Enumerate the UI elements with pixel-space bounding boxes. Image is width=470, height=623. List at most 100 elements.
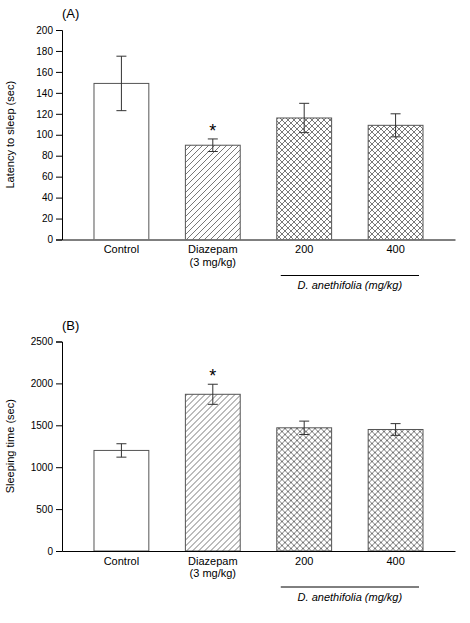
bar — [185, 394, 240, 551]
y-tick-mark — [56, 51, 62, 52]
x-tick-label: 200 — [295, 243, 313, 255]
y-axis-line — [56, 31, 63, 241]
x-tick-label-line: Diazepam — [188, 243, 238, 255]
x-tick-label: Control — [104, 555, 139, 567]
x-tick-label-line: 400 — [386, 555, 404, 567]
y-tick: 80 — [42, 150, 62, 161]
y-tick-mark — [56, 198, 62, 199]
y-tick-label: 140 — [36, 88, 53, 99]
x-tick: 200 — [295, 555, 313, 567]
significance-label: * — [209, 121, 216, 141]
x-tick-label-line: Control — [104, 555, 139, 567]
y-tick-label: 2000 — [31, 378, 54, 389]
x-axis-line — [63, 240, 456, 241]
x-tick-label: Control — [104, 243, 139, 255]
chart-container: 0 20 40 60 80 100 120 140 160 180 200 Control Diazep… — [0, 0, 470, 623]
y-tick-label: 180 — [36, 46, 53, 57]
x-axis: Control Diazepam(3 mg/kg) 200 400 — [63, 552, 456, 580]
y-axis-line — [56, 342, 63, 552]
x-tick-label-line: Diazepam — [188, 555, 238, 567]
y-tick-label: 500 — [36, 504, 53, 515]
y-tick-mark — [56, 93, 62, 94]
y-tick-label: 0 — [47, 546, 53, 557]
y-tick-label: 100 — [36, 129, 53, 140]
y-tick-mark — [56, 30, 62, 31]
y-tick: 1500 — [31, 420, 62, 431]
bar — [277, 428, 332, 551]
y-tick-mark — [56, 219, 62, 220]
error-bar — [116, 56, 126, 110]
y-axis: 0 500 1000 1500 2000 2500 — [31, 336, 63, 557]
y-tick-mark — [56, 240, 62, 241]
error-bar — [299, 421, 309, 434]
y-tick: 0 — [47, 546, 62, 557]
annotation: D. anethifolia (mg/kg) — [298, 591, 403, 603]
y-axis-title: Latency to sleep (sec) — [4, 81, 16, 189]
y-tick-mark — [56, 114, 62, 115]
y-tick-mark — [56, 383, 62, 384]
y-tick-mark — [56, 177, 62, 178]
x-tick-label: 400 — [386, 243, 404, 255]
bar — [277, 118, 332, 240]
y-tick: 180 — [36, 46, 62, 57]
x-tick-label-line: (3 mg/kg) — [190, 256, 236, 268]
y-tick-mark — [56, 509, 62, 510]
y-tick-label: 1500 — [31, 420, 54, 431]
chart-svg: 0 20 40 60 80 100 120 140 160 180 200 Control Diazep… — [0, 0, 470, 623]
y-tick: 2000 — [31, 378, 62, 389]
y-tick-mark — [56, 551, 62, 552]
y-tick-label: 160 — [36, 67, 53, 78]
x-axis-line — [63, 551, 456, 552]
panel-title: (B) — [62, 318, 79, 333]
y-tick: 40 — [42, 192, 62, 203]
x-tick: 400 — [386, 243, 404, 255]
y-tick-label: 60 — [42, 171, 54, 182]
bar — [94, 450, 149, 551]
x-tick: Control — [104, 555, 139, 567]
error-bar — [208, 384, 218, 404]
y-tick: 100 — [36, 129, 62, 140]
y-tick: 20 — [42, 213, 62, 224]
error-bar — [116, 444, 126, 457]
y-tick-label: 1000 — [31, 462, 54, 473]
bar — [368, 125, 423, 239]
x-tick: Diazepam(3 mg/kg) — [188, 243, 238, 268]
x-tick-label-line: (3 mg/kg) — [190, 567, 236, 579]
group-line — [281, 587, 419, 588]
y-tick: 200 — [36, 25, 62, 36]
x-tick: Diazepam(3 mg/kg) — [188, 555, 238, 580]
x-tick-label: 200 — [295, 555, 313, 567]
group-line — [281, 275, 419, 276]
x-tick-label: 400 — [386, 555, 404, 567]
x-tick-label-line: Control — [104, 243, 139, 255]
x-tick: 200 — [295, 243, 313, 255]
y-tick-mark — [56, 156, 62, 157]
bar — [185, 145, 240, 239]
x-tick-label-line: 200 — [295, 243, 313, 255]
x-tick-label-line: 400 — [386, 243, 404, 255]
y-axis: 020406080100120140160180200 — [36, 25, 62, 246]
significance-label: * — [209, 366, 216, 386]
x-tick-label-line: 200 — [295, 555, 313, 567]
y-tick-label: 2500 — [31, 336, 54, 347]
error-bar — [299, 103, 309, 132]
x-tick-label: Diazepam(3 mg/kg) — [188, 243, 238, 268]
bar — [368, 429, 423, 551]
panel-title: (A) — [62, 6, 79, 21]
y-tick-mark — [56, 342, 62, 343]
y-tick: 500 — [36, 504, 62, 515]
y-tick: 120 — [36, 109, 62, 120]
y-tick-label: 80 — [42, 150, 54, 161]
y-tick-mark — [56, 72, 62, 73]
error-bar — [391, 424, 401, 436]
y-axis-title: Sleeping time (sec) — [4, 399, 16, 493]
y-tick-mark — [56, 467, 62, 468]
panel: 0 500 1000 1500 2000 2500 Control Diazepam(3 mg… — [4, 318, 456, 603]
y-tick-label: 20 — [42, 213, 54, 224]
plot-area — [94, 56, 423, 239]
y-tick-label: 120 — [36, 109, 53, 120]
panel: 020406080100120140160180200ControlDiazep… — [4, 6, 456, 291]
error-bar — [391, 114, 401, 137]
y-tick: 1000 — [31, 462, 62, 473]
y-tick: 160 — [36, 67, 62, 78]
